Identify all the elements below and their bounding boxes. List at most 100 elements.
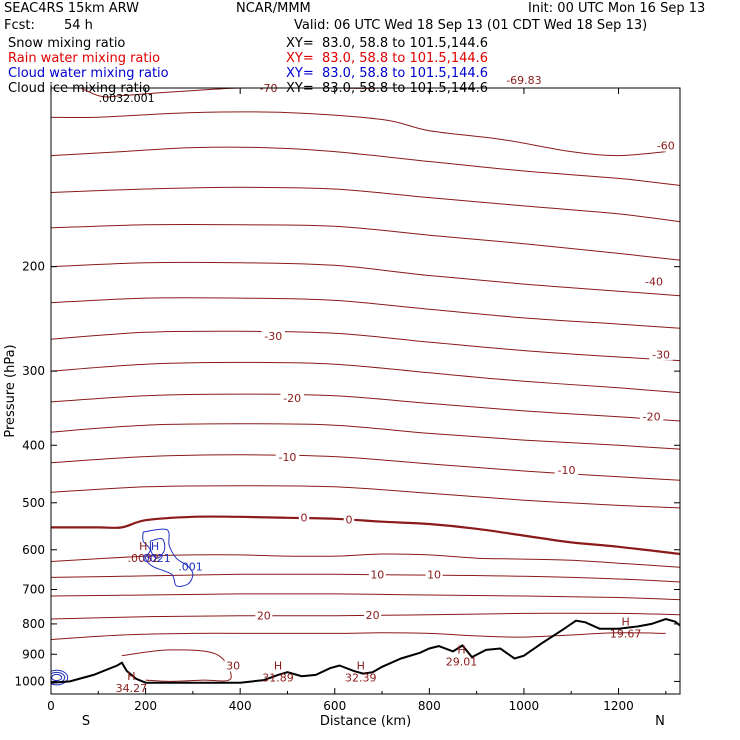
isotherm--40: [51, 261, 680, 297]
y-tick-label: 1000: [14, 674, 45, 688]
y-axis-title: Pressure (hPa): [3, 344, 18, 437]
legend-label-cloud-water: Cloud water mixing ratio: [8, 66, 169, 81]
isotherm--60: [51, 111, 666, 157]
y-tick-label: 500: [22, 496, 45, 510]
cloud-water-layer: [51, 528, 194, 686]
isotherm-label-bg: [639, 410, 664, 423]
x-tick-label: 1000: [509, 699, 540, 713]
isotherm-label: 0: [301, 511, 308, 524]
isotherm-line-2: [51, 146, 680, 186]
isotherm-line-16: [51, 593, 680, 601]
high-marker-value: 31.89: [262, 672, 294, 685]
isotherm-label: 0: [345, 513, 352, 526]
isotherm-line-18: [51, 632, 666, 640]
isotherm--20: [51, 393, 680, 422]
x-tick-label: 400: [229, 699, 252, 713]
isotherm--10: [51, 454, 680, 481]
x-tick-label: 200: [134, 699, 157, 713]
isotherm-label: -60: [657, 140, 675, 153]
high-marker: H: [274, 660, 282, 673]
isotherm-label: -20: [643, 411, 661, 424]
isotherm-label-bg: [649, 348, 673, 361]
isotherm-label-bg: [298, 511, 310, 524]
high-marker: H: [139, 540, 147, 553]
legend-xy-snow: XY= 83.0, 58.8 to 101.5,144.6: [286, 36, 489, 51]
high-marker-value: 32.39: [345, 672, 377, 685]
x-tick-label: 600: [323, 699, 346, 713]
isotherm-label: 30: [226, 659, 240, 672]
isotherm-label-bg: [224, 659, 242, 672]
cloud-water-label: .001: [178, 560, 203, 573]
isotherm-label-bg: [261, 330, 286, 343]
isotherm-30: [121, 649, 232, 682]
high-marker: H: [127, 670, 135, 683]
valid-time: Valid: 06 UTC Wed 18 Sep 13 (01 CDT Wed …: [294, 18, 648, 33]
cloud-water-surface-contour: [51, 669, 69, 686]
isotherm-line-3: [51, 186, 680, 223]
isotherm-line-6: [51, 297, 680, 329]
isotherm-label-bg: [343, 513, 355, 526]
isotherm-0: [51, 515, 680, 556]
y-tick-label: 400: [22, 438, 45, 452]
high-marker: H: [151, 540, 159, 553]
high-marker-value: 29.01: [446, 656, 478, 669]
x-axis-start-label: S: [82, 714, 90, 729]
x-tick-label: 800: [418, 699, 441, 713]
cloud-water-contour: [142, 528, 194, 587]
isotherm--30: [51, 330, 680, 362]
terrain-layer: [51, 617, 680, 684]
model-title: SEAC4RS 15km ARW: [4, 1, 140, 16]
high-marker-value: 34.27: [116, 682, 148, 695]
isotherm-label-bg: [280, 392, 304, 405]
isotherm-label: -40: [645, 276, 663, 289]
x-tick-label: 1200: [603, 699, 634, 713]
isotherm-10: [51, 573, 680, 583]
isotherm-label-bg: [368, 568, 386, 581]
isotherm-label-bg: [425, 568, 443, 581]
legend-label-rain: Rain water mixing ratio: [8, 51, 161, 66]
y-tick-label: 900: [22, 647, 45, 661]
isotherm-label-bg: [642, 275, 666, 288]
isotherm-line-12: [51, 485, 680, 509]
isotherm-label: -10: [558, 464, 576, 477]
high-marker: H: [357, 660, 365, 673]
x-tick-label: 0: [47, 699, 55, 713]
forecast-label: Fcst:: [4, 18, 35, 33]
isotherm-label-bg: [654, 139, 678, 152]
plot-frame: [50, 87, 681, 695]
cloud-water-inner-contour: [149, 537, 166, 559]
y-tick-label: 700: [22, 583, 45, 597]
org-label: NCAR/MMM: [236, 1, 311, 16]
legend-xy-cloud-water: XY= 83.0, 58.8 to 101.5,144.6: [286, 66, 489, 81]
isotherm-line-4: [51, 223, 680, 261]
isotherm-label: -20: [283, 392, 301, 405]
isotherm-label: 10: [427, 569, 441, 582]
isotherm-label: -30: [652, 348, 670, 361]
isotherm-label-bg: [502, 74, 546, 87]
init-time: Init: 00 UTC Mon 16 Sep 13: [528, 1, 706, 16]
isotherm-label-bg: [255, 609, 273, 622]
legend-xy-rain: XY= 83.0, 58.8 to 101.5,144.6: [286, 51, 489, 66]
isotherm-line-14: [51, 553, 680, 568]
isotherm-label: 20: [257, 610, 271, 623]
y-tick-label: 800: [22, 617, 45, 631]
axes-layer: 0 200 400 600 800 1000 12002003004005006007008…: [3, 88, 680, 729]
isotherm--70: [79, 88, 389, 98]
isotherm-layer: [51, 88, 680, 682]
isotherm-line-10: [51, 423, 680, 450]
forecast-hours: 54 h: [64, 18, 93, 33]
isotherm-label-bg: [554, 463, 579, 476]
x-axis-end-label: N: [655, 714, 665, 729]
y-tick-label: 200: [22, 260, 45, 274]
isotherm-label-bg: [275, 451, 300, 464]
isotherm-line-8: [51, 361, 680, 394]
high-marker: H: [621, 616, 629, 629]
cloud-water-surface-contour: [51, 673, 63, 682]
isotherm-label-bg: [364, 609, 382, 622]
high-marker-value: .0021: [139, 552, 171, 565]
terrain-line: [51, 617, 680, 684]
label-layer: -70-69.83-60-40-30-30-20-20-10-100 010 102…: [99, 74, 678, 695]
x-axis-title: Distance (km): [320, 714, 411, 729]
isotherm-label: 10: [370, 569, 384, 582]
